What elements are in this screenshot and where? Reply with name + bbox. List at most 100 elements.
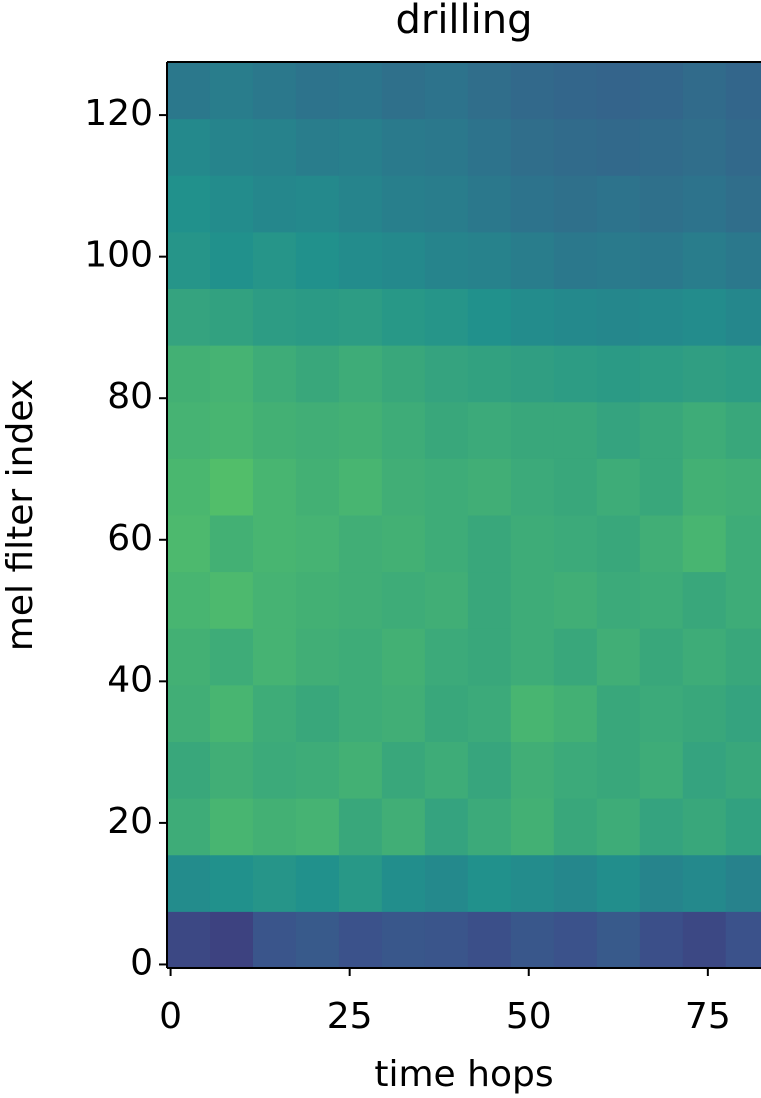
- heatmap-cell: [381, 684, 426, 742]
- heatmap-cell: [510, 458, 555, 516]
- heatmap-cell: [252, 118, 297, 176]
- heatmap-cell: [167, 628, 211, 686]
- heatmap-cell: [467, 628, 512, 686]
- heatmap-cell: [596, 288, 641, 346]
- heatmap-cell: [295, 231, 340, 289]
- heatmap-cell: [510, 741, 555, 799]
- heatmap-cell: [209, 854, 254, 912]
- heatmap-cell: [209, 401, 254, 459]
- heatmap-cell: [295, 288, 340, 346]
- heatmap-cell: [167, 345, 211, 403]
- heatmap-cell: [338, 345, 383, 403]
- heatmap-cell: [209, 628, 254, 686]
- heatmap-cell: [682, 231, 727, 289]
- heatmap-cell: [553, 62, 598, 120]
- heatmap-cell: [338, 515, 383, 573]
- heatmap-cell: [381, 741, 426, 799]
- heatmap-cell: [338, 231, 383, 289]
- heatmap-cell: [639, 571, 684, 629]
- heatmap-cell: [725, 854, 761, 912]
- heatmap-cell: [725, 515, 761, 573]
- heatmap-cell: [252, 288, 297, 346]
- heatmap-cell: [381, 628, 426, 686]
- heatmap-cell: [725, 401, 761, 459]
- heatmap-cell: [553, 458, 598, 516]
- heatmap-cell: [725, 345, 761, 403]
- heatmap-cell: [596, 571, 641, 629]
- heatmap-cell: [682, 798, 727, 856]
- heatmap-cell: [381, 571, 426, 629]
- heatmap-cell: [596, 628, 641, 686]
- heatmap-cell: [725, 288, 761, 346]
- heatmap-cell: [596, 62, 641, 120]
- heatmap-cell: [596, 345, 641, 403]
- heatmap-cell: [381, 458, 426, 516]
- heatmap-cell: [510, 571, 555, 629]
- heatmap-cell: [209, 288, 254, 346]
- heatmap-cell: [467, 854, 512, 912]
- heatmap-cell: [381, 798, 426, 856]
- heatmap-cell: [725, 231, 761, 289]
- heatmap-cell: [424, 458, 469, 516]
- heatmap-cell: [381, 345, 426, 403]
- heatmap-cell: [252, 458, 297, 516]
- heatmap-cell: [252, 345, 297, 403]
- heatmap-cell: [553, 118, 598, 176]
- heatmap-cell: [338, 175, 383, 233]
- heatmap-cell: [424, 175, 469, 233]
- heatmap-cell: [467, 911, 512, 968]
- heatmap-cell: [725, 175, 761, 233]
- heatmap-cell: [510, 401, 555, 459]
- heatmap-cell: [338, 401, 383, 459]
- heatmap-cell: [167, 741, 211, 799]
- heatmap-cell: [209, 741, 254, 799]
- heatmap-cell: [725, 684, 761, 742]
- heatmap-cell: [252, 854, 297, 912]
- heatmap-cell: [295, 854, 340, 912]
- heatmap-cell: [725, 628, 761, 686]
- heatmap-cell: [381, 62, 426, 120]
- heatmap-cell: [167, 175, 211, 233]
- heatmap-cell: [596, 911, 641, 968]
- heatmap-cell: [209, 175, 254, 233]
- heatmap-cell: [467, 175, 512, 233]
- heatmap-cell: [167, 231, 211, 289]
- heatmap-cell: [424, 288, 469, 346]
- heatmap-cell: [338, 741, 383, 799]
- heatmap-cell: [295, 62, 340, 120]
- heatmap-cell: [467, 118, 512, 176]
- heatmap-cell: [639, 684, 684, 742]
- heatmap-cell: [682, 288, 727, 346]
- heatmap-cell: [295, 628, 340, 686]
- heatmap-cell: [467, 62, 512, 120]
- heatmap-cell: [682, 571, 727, 629]
- heatmap-cell: [424, 684, 469, 742]
- y-tick-label: 0: [130, 942, 153, 983]
- heatmap-cell: [467, 288, 512, 346]
- heatmap-cell: [682, 458, 727, 516]
- y-tick-label: 40: [107, 659, 153, 700]
- heatmap-cell: [252, 798, 297, 856]
- y-tick-label: 120: [84, 93, 153, 134]
- heatmap-cell: [553, 288, 598, 346]
- heatmap-cell: [424, 231, 469, 289]
- heatmap-cell: [467, 571, 512, 629]
- heatmap-cell: [510, 62, 555, 120]
- heatmap-cell: [338, 288, 383, 346]
- heatmap-cell: [596, 231, 641, 289]
- heatmap-cell: [424, 854, 469, 912]
- heatmap-cell: [510, 684, 555, 742]
- heatmap-cell: [209, 684, 254, 742]
- heatmap-cell: [381, 911, 426, 968]
- heatmap-cell: [553, 741, 598, 799]
- heatmap-cell: [510, 118, 555, 176]
- heatmap-cell: [381, 118, 426, 176]
- heatmap-cell: [725, 458, 761, 516]
- heatmap-cell: [553, 571, 598, 629]
- heatmap-cell: [639, 515, 684, 573]
- heatmap-cell: [725, 62, 761, 120]
- heatmap-cell: [252, 231, 297, 289]
- heatmap-cell: [252, 741, 297, 799]
- heatmap-cell: [639, 401, 684, 459]
